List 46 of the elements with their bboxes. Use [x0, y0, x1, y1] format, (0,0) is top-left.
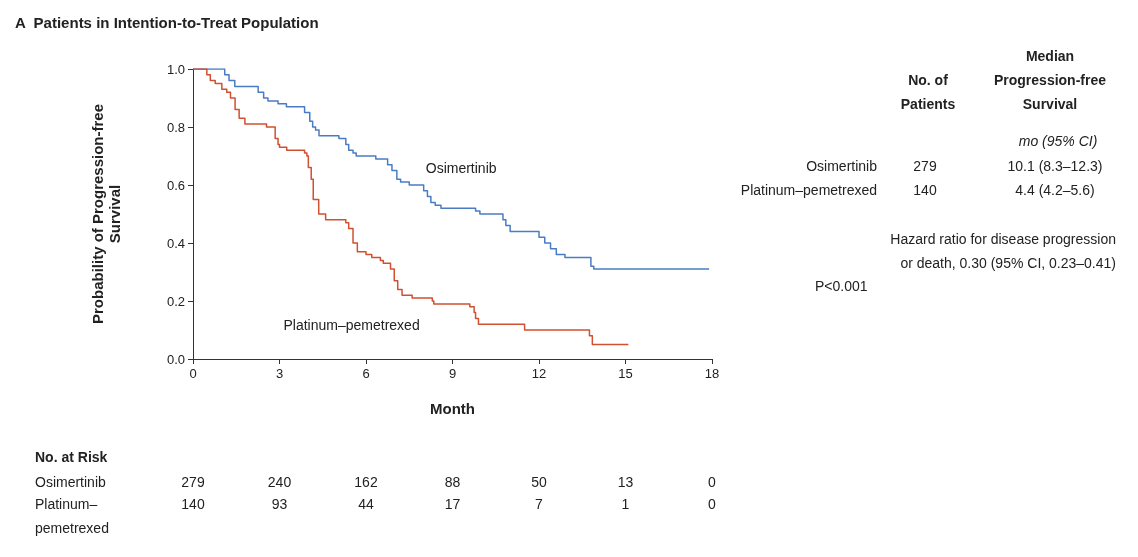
- y-tick-label: 0.0: [166, 351, 185, 367]
- x-tick-label: 3: [275, 366, 284, 381]
- text: 162: [354, 474, 378, 490]
- text: 88: [444, 474, 461, 490]
- text: Platinum– pemetrexed: [35, 496, 109, 536]
- text: 10.1 (8.3–12.3): [1007, 158, 1103, 174]
- y-tick-label: 0.2: [166, 293, 185, 309]
- x-tick-label: 15: [618, 366, 633, 381]
- text: No. of Patients: [900, 72, 956, 112]
- text: 1: [621, 496, 630, 512]
- text: 279: [913, 158, 937, 174]
- text: 279: [181, 474, 205, 490]
- text: 17: [444, 496, 461, 512]
- text: mo (95% CI): [1018, 133, 1098, 149]
- text: 0: [708, 496, 717, 512]
- y-tick-label: 0.4: [166, 235, 185, 251]
- y-tick-label: 0.8: [166, 119, 185, 135]
- text: Hazard ratio for disease progression or death, 0.30 (95% CI, 0.23–0.41): [890, 231, 1116, 271]
- x-tick-label: 6: [362, 366, 370, 381]
- text: 240: [267, 474, 292, 490]
- text: P<0.001: [815, 278, 868, 294]
- text: 4.4 (4.2–5.6): [1015, 182, 1095, 198]
- series-label: Platinum–pemetrexed: [283, 316, 420, 333]
- text: 44: [358, 496, 374, 512]
- x-axis-title: Month: [430, 400, 475, 417]
- text: 140: [913, 182, 937, 198]
- text: Median Progression-free Survival: [993, 48, 1107, 112]
- x-tick-label: 0: [189, 366, 197, 381]
- text: 50: [531, 474, 547, 490]
- text: 140: [181, 496, 205, 512]
- text: 7: [535, 496, 544, 512]
- text: 0: [708, 474, 717, 490]
- y-axis-title: Probability of Progression-free Survival: [89, 103, 123, 325]
- text: Platinum–pemetrexed: [740, 182, 877, 198]
- text: No. at Risk: [35, 449, 108, 465]
- text: Osimertinib: [35, 474, 107, 490]
- text: 93: [271, 496, 288, 512]
- y-tick-label: 0.6: [166, 177, 185, 193]
- x-tick-label: 18: [704, 366, 720, 381]
- x-tick-label: 12: [531, 366, 547, 381]
- series-label: Osimertinib: [425, 160, 497, 176]
- chart-title: A Patients in Intention-to-Treat Population: [15, 14, 319, 31]
- text: Osimertinib: [806, 158, 878, 174]
- x-tick-label: 9: [448, 366, 457, 381]
- y-tick-label: 1.0: [166, 61, 185, 77]
- text: 13: [617, 474, 634, 490]
